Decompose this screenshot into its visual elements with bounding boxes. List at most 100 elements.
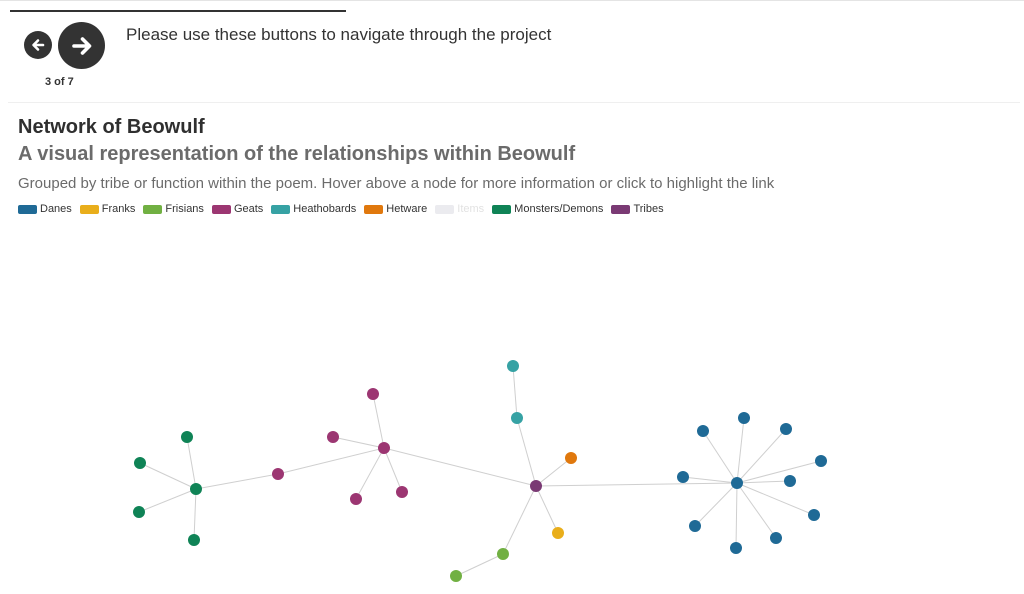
network-node[interactable] [396, 486, 408, 498]
network-link [139, 462, 197, 490]
progress-bar [10, 10, 346, 12]
network-link [195, 473, 279, 490]
legend-label: Frisians [165, 203, 204, 215]
network-node[interactable] [350, 493, 362, 505]
legend-swatch [271, 204, 291, 214]
network-link [138, 488, 197, 513]
network-link [682, 476, 738, 484]
legend-item-geats[interactable]: Geats [211, 203, 264, 215]
legend-item-franks[interactable]: Franks [79, 203, 136, 215]
network-node[interactable] [134, 457, 146, 469]
network-node[interactable] [511, 412, 523, 424]
network-link [455, 553, 504, 577]
network-node[interactable] [697, 425, 709, 437]
legend-item-items[interactable]: Items [435, 203, 484, 215]
network-link [332, 436, 385, 449]
previous-button[interactable] [24, 31, 52, 59]
network-nodes [133, 360, 827, 582]
legend-swatch [79, 204, 99, 214]
network-links [138, 365, 822, 577]
network-node[interactable] [770, 532, 782, 544]
network-link [736, 482, 777, 539]
network-link [736, 428, 787, 484]
network-node[interactable] [552, 527, 564, 539]
legend-swatch [492, 204, 512, 214]
network-node[interactable] [450, 570, 462, 582]
page-counter: 3 of 7 [45, 76, 74, 88]
legend-label: Items [457, 203, 485, 215]
network-link [383, 447, 403, 493]
section-divider [8, 102, 1020, 103]
network-node[interactable] [378, 442, 390, 454]
legend-label: Tribes [633, 203, 664, 215]
legend-swatch [435, 204, 455, 214]
network-node[interactable] [272, 468, 284, 480]
network-node[interactable] [181, 431, 193, 443]
network-link [736, 480, 791, 484]
network-node[interactable] [327, 431, 339, 443]
legend-item-heathobards[interactable]: Heathobards [271, 203, 356, 215]
network-link [383, 447, 537, 487]
network-link [355, 447, 385, 500]
network-node[interactable] [188, 534, 200, 546]
network-link [535, 457, 572, 487]
network-link [193, 488, 197, 541]
network-link [502, 485, 537, 555]
network-node[interactable] [677, 471, 689, 483]
legend-label: Danes [40, 203, 72, 215]
network-node[interactable] [689, 520, 701, 532]
legend-label: Monsters/Demons [514, 203, 604, 215]
page-subtitle: A visual representation of the relations… [18, 143, 576, 165]
network-node[interactable] [367, 388, 379, 400]
legend: Danes Franks Frisians Geats Heathobards … [18, 203, 664, 215]
navigation-instruction: Please use these buttons to navigate thr… [126, 25, 552, 44]
page-title: Network of Beowulf [18, 116, 205, 138]
legend-swatch [611, 204, 631, 214]
network-link [186, 436, 197, 490]
network-node[interactable] [730, 542, 742, 554]
arrow-right-icon [71, 36, 91, 55]
legend-label: Heathobards [293, 203, 357, 215]
network-link [535, 482, 738, 487]
network-node[interactable] [190, 483, 202, 495]
legend-swatch [211, 204, 231, 214]
legend-swatch [364, 204, 384, 214]
network-node[interactable] [530, 480, 542, 492]
network-link [736, 417, 745, 484]
legend-item-hetware[interactable]: Hetware [364, 203, 427, 215]
legend-item-monsters-demons[interactable]: Monsters/Demons [492, 203, 603, 215]
network-node[interactable] [738, 412, 750, 424]
network-node[interactable] [780, 423, 792, 435]
network-node[interactable] [731, 477, 743, 489]
arrow-left-icon [32, 39, 45, 51]
network-node[interactable] [784, 475, 796, 487]
network-node[interactable] [808, 509, 820, 521]
legend-item-danes[interactable]: Danes [18, 203, 72, 215]
network-node[interactable] [815, 455, 827, 467]
legend-swatch [143, 204, 163, 214]
legend-item-tribes[interactable]: Tribes [611, 203, 664, 215]
legend-label: Geats [233, 203, 264, 215]
legend-label: Franks [101, 203, 136, 215]
network-link [535, 485, 559, 534]
network-link [512, 365, 518, 419]
network-link [736, 482, 815, 516]
network-link [702, 430, 738, 484]
network-link [277, 447, 385, 475]
network-link [694, 482, 738, 527]
network-link [372, 393, 385, 449]
top-rule [0, 0, 1024, 1]
legend-item-frisians[interactable]: Frisians [143, 203, 204, 215]
network-link [736, 460, 822, 484]
next-button[interactable] [58, 22, 105, 69]
page-description: Grouped by tribe or function within the … [18, 175, 775, 192]
network-node[interactable] [133, 506, 145, 518]
legend-label: Hetware [386, 203, 428, 215]
network-node[interactable] [497, 548, 509, 560]
legend-swatch [18, 204, 37, 214]
network-link [516, 417, 537, 487]
network-node[interactable] [565, 452, 577, 464]
network-link [735, 482, 738, 549]
network-node[interactable] [507, 360, 519, 372]
